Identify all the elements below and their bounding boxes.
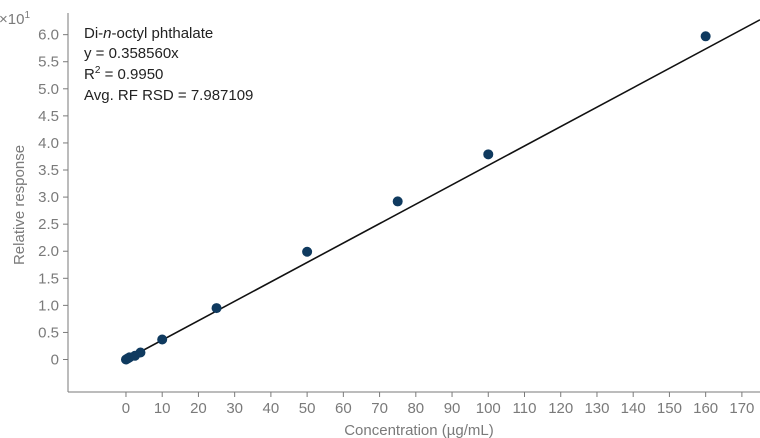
x-tick-label: 110 xyxy=(513,400,537,417)
x-tick-label: 140 xyxy=(621,400,646,417)
y-tick-label: 4.0 xyxy=(38,135,59,152)
fit-equation: y = 0.358560x xyxy=(84,45,179,62)
x-tick-label: 60 xyxy=(335,400,352,417)
y-multiplier-label: ×101 xyxy=(0,10,30,28)
x-tick-label: 40 xyxy=(263,400,280,417)
y-tick-label: 2.5 xyxy=(38,216,59,233)
x-tick-label: 70 xyxy=(371,400,388,417)
y-ticks: 0 0.5 1.0 1.5 2.0 2.5 3.0 3.5 4.0 4.5 5.0 5.5 6.0 xyxy=(38,27,68,369)
x-tick-label: 10 xyxy=(154,400,171,417)
r-squared: R2 = 0.9950 xyxy=(84,65,163,83)
y-tick-label: 3.0 xyxy=(38,189,59,206)
y-tick-label: 5.0 xyxy=(38,81,59,98)
x-ticks: 0 10 20 30 40 50 60 70 80 90 100 110 120 130 140 150 160… xyxy=(122,392,754,417)
data-points xyxy=(120,31,711,365)
x-axis-title: Concentration (µg/mL) xyxy=(344,422,494,438)
data-point xyxy=(483,149,494,160)
compound-name: Di-n-octyl phthalate xyxy=(84,25,213,42)
x-tick-label: 120 xyxy=(548,400,573,417)
y-tick-label: 3.5 xyxy=(38,162,59,179)
data-point xyxy=(135,347,146,358)
y-tick-label: 0 xyxy=(51,352,59,369)
y-tick-label: 1.5 xyxy=(38,270,59,287)
y-tick-label: 2.0 xyxy=(38,243,59,260)
y-multiplier-exponent: 1 xyxy=(24,10,30,21)
data-point xyxy=(302,246,313,257)
axes xyxy=(67,13,760,393)
y-tick-label: 4.5 xyxy=(38,108,59,125)
rf-rsd: Avg. RF RSD = 7.987109 xyxy=(84,87,253,104)
y-tick-label: 5.5 xyxy=(38,54,59,71)
y-tick-label: 1.0 xyxy=(38,297,59,314)
x-tick-label: 160 xyxy=(693,400,718,417)
x-tick-label: 170 xyxy=(729,400,754,417)
fit-line xyxy=(125,19,760,361)
data-point xyxy=(157,334,168,345)
x-tick-label: 100 xyxy=(476,400,501,417)
x-tick-label: 80 xyxy=(407,400,424,417)
data-point xyxy=(700,31,711,42)
x-tick-label: 150 xyxy=(657,400,682,417)
x-tick-label: 90 xyxy=(444,400,461,417)
data-point xyxy=(392,196,403,207)
annotation: Di-n-octyl phthalate y = 0.358560x R2 = … xyxy=(84,25,253,104)
x-tick-label: 20 xyxy=(190,400,207,417)
y-axis-title: Relative response xyxy=(11,145,28,265)
x-tick-label: 130 xyxy=(584,400,609,417)
x-tick-label: 30 xyxy=(226,400,243,417)
data-point xyxy=(211,303,222,314)
y-tick-label: 0.5 xyxy=(38,324,59,341)
x-tick-label: 50 xyxy=(299,400,316,417)
y-tick-label: 6.0 xyxy=(38,27,59,44)
x-tick-label: 0 xyxy=(122,400,130,417)
